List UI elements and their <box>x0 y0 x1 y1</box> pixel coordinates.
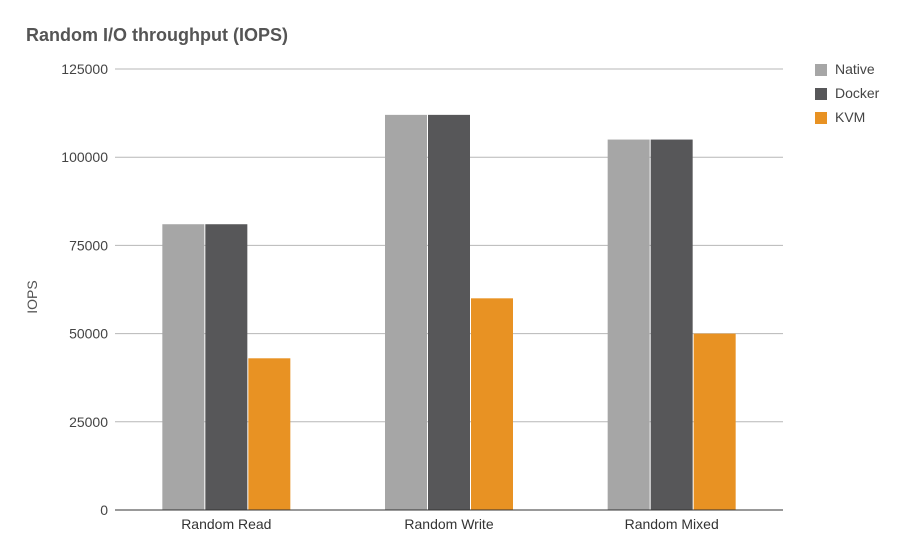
legend-swatch-native <box>815 64 827 76</box>
bar-docker-3 <box>650 139 693 510</box>
y-tick-label: 25000 <box>69 414 108 430</box>
y-axis-title: IOPS <box>24 280 40 313</box>
bar-docker-2 <box>428 114 470 510</box>
legend-swatch-docker <box>815 88 827 100</box>
chart-title: Random I/O throughput (IOPS) <box>26 25 288 45</box>
legend-label-native: Native <box>835 61 875 77</box>
x-category-label: Random Read <box>181 516 271 532</box>
y-axis-ticks: 0 25000 50000 75000 100000 125000 <box>61 61 108 518</box>
bar-docker-1 <box>205 224 248 510</box>
y-tick-label: 75000 <box>69 237 108 253</box>
legend: Native Docker KVM <box>815 61 880 125</box>
legend-label-kvm: KVM <box>835 109 865 125</box>
y-tick-label: 0 <box>100 502 108 518</box>
bar-native-3 <box>607 139 650 510</box>
bar-native-2 <box>385 114 427 510</box>
bar-kvm-2 <box>471 298 513 510</box>
bar-native-1 <box>162 224 205 510</box>
y-tick-label: 125000 <box>61 61 108 77</box>
legend-label-docker: Docker <box>835 85 880 101</box>
y-tick-label: 100000 <box>61 149 108 165</box>
bar-kvm-1 <box>248 358 291 510</box>
y-tick-label: 50000 <box>69 326 108 342</box>
x-category-label: Random Write <box>404 516 493 532</box>
bars <box>162 114 736 510</box>
bar-kvm-3 <box>693 333 736 510</box>
legend-swatch-kvm <box>815 112 827 124</box>
x-category-label: Random Mixed <box>625 516 719 532</box>
x-axis-categories: Random Read Random Write Random Mixed <box>181 516 719 532</box>
